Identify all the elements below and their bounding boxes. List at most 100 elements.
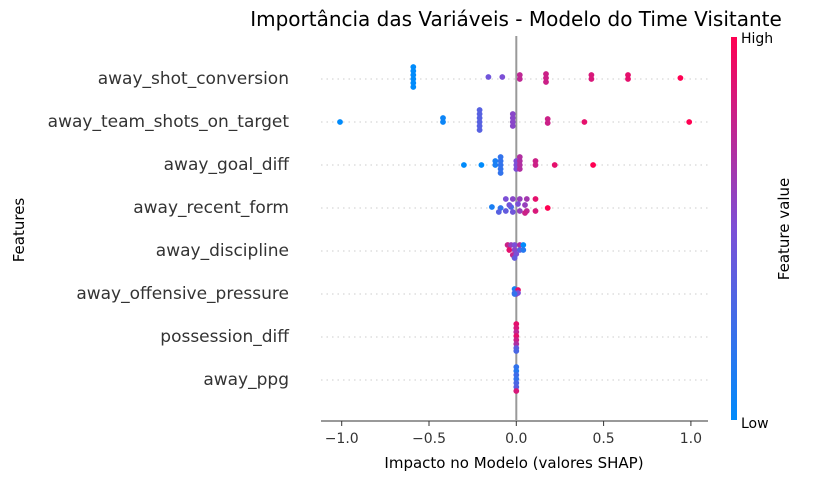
shap-point bbox=[513, 380, 520, 386]
shap-point bbox=[686, 119, 693, 125]
shap-point bbox=[476, 115, 483, 121]
shap-point bbox=[522, 202, 528, 208]
shap-point bbox=[532, 208, 539, 214]
shap-point bbox=[495, 209, 502, 215]
shap-point bbox=[511, 242, 518, 248]
shap-point bbox=[478, 162, 485, 168]
shap-point bbox=[509, 111, 516, 117]
y-axis-label: Features bbox=[10, 198, 28, 263]
feature-label: away_discipline bbox=[156, 241, 289, 261]
shap-point bbox=[516, 166, 523, 172]
x-tick-label: 0.0 bbox=[505, 431, 527, 447]
colorbar-low-label: Low bbox=[741, 416, 769, 432]
shap-point bbox=[509, 196, 516, 202]
shap-point bbox=[513, 372, 520, 378]
shap-point bbox=[581, 119, 588, 125]
colorbar-high-label: High bbox=[741, 31, 773, 47]
shap-point bbox=[532, 162, 539, 168]
x-axis-ticks: −1.0 −0.5 0.0 0.5 1.0 bbox=[325, 421, 702, 447]
shap-point bbox=[497, 162, 504, 168]
shap-point bbox=[476, 111, 483, 117]
shap-point bbox=[506, 247, 513, 253]
shap-point bbox=[497, 170, 504, 176]
shap-point bbox=[513, 333, 520, 339]
x-tick-label: −0.5 bbox=[412, 431, 446, 447]
feature-label: away_goal_diff bbox=[164, 155, 291, 175]
shap-point bbox=[544, 205, 551, 211]
shap-point bbox=[551, 162, 558, 168]
shap-point bbox=[497, 158, 504, 164]
shap-point bbox=[520, 242, 527, 248]
shap-point bbox=[516, 208, 523, 214]
shap-point bbox=[509, 115, 516, 121]
shap-point bbox=[522, 210, 528, 216]
shap-point bbox=[410, 68, 417, 74]
shap-points bbox=[337, 64, 693, 394]
x-tick-label: 0.5 bbox=[592, 431, 614, 447]
shap-point bbox=[497, 166, 504, 172]
shap-point bbox=[476, 123, 483, 129]
shap-point bbox=[511, 291, 518, 297]
shap-point bbox=[523, 196, 530, 202]
shap-point bbox=[590, 162, 596, 168]
shap-point bbox=[440, 119, 446, 125]
shap-point bbox=[516, 162, 523, 168]
shap-point bbox=[513, 368, 520, 374]
shap-point bbox=[513, 364, 520, 370]
shap-point bbox=[476, 119, 483, 125]
shap-point bbox=[516, 72, 523, 78]
shap-point bbox=[588, 76, 595, 82]
shap-point bbox=[509, 123, 516, 129]
shap-point bbox=[543, 75, 549, 81]
shap-point bbox=[677, 75, 684, 81]
shap-point bbox=[509, 209, 516, 215]
shap-point bbox=[410, 64, 417, 70]
x-tick-label: 1.0 bbox=[680, 431, 702, 447]
y-axis-feature-labels: away_shot_conversion away_team_shots_on_t… bbox=[48, 69, 291, 390]
feature-label: away_offensive_pressure bbox=[76, 284, 289, 304]
x-tick-label: −1.0 bbox=[325, 431, 359, 447]
shap-point bbox=[492, 162, 499, 168]
shap-point bbox=[497, 154, 504, 160]
colorbar bbox=[731, 37, 737, 420]
x-axis-label: Impacto no Modelo (valores SHAP) bbox=[384, 454, 643, 472]
feature-label: away_ppg bbox=[203, 370, 289, 390]
shap-point bbox=[502, 208, 509, 214]
shap-point bbox=[513, 341, 520, 347]
feature-label: away_recent_form bbox=[133, 198, 289, 218]
shap-point bbox=[509, 119, 516, 125]
shap-point bbox=[513, 376, 520, 382]
shap-point bbox=[410, 80, 417, 86]
shap-point bbox=[544, 116, 551, 122]
colorbar-label: Feature value bbox=[775, 178, 793, 280]
shap-point bbox=[516, 76, 523, 82]
feature-label: possession_diff bbox=[160, 327, 290, 347]
shap-point bbox=[506, 202, 513, 208]
shap-point bbox=[511, 255, 518, 261]
shap-point bbox=[516, 154, 523, 160]
shap-point bbox=[499, 74, 506, 80]
shap-point bbox=[476, 127, 483, 133]
shap-point bbox=[410, 76, 417, 82]
shap-point bbox=[513, 348, 520, 354]
shap-point bbox=[440, 115, 446, 121]
shap-point bbox=[337, 119, 343, 125]
shap-point bbox=[513, 337, 520, 343]
shap-point bbox=[543, 79, 549, 85]
shap-point bbox=[515, 201, 521, 207]
shap-point bbox=[489, 204, 495, 210]
shap-point bbox=[543, 71, 549, 77]
shap-point bbox=[513, 329, 520, 335]
shap-point bbox=[461, 162, 467, 168]
shap-point bbox=[513, 384, 520, 390]
shap-point bbox=[492, 158, 499, 164]
shap-point bbox=[516, 158, 523, 164]
shap-point bbox=[476, 107, 483, 113]
shap-point bbox=[516, 196, 523, 202]
shap-point bbox=[502, 196, 509, 202]
feature-label: away_team_shots_on_target bbox=[48, 112, 290, 132]
shap-point bbox=[520, 247, 527, 253]
shap-point bbox=[625, 76, 631, 82]
feature-label: away_shot_conversion bbox=[98, 69, 289, 89]
